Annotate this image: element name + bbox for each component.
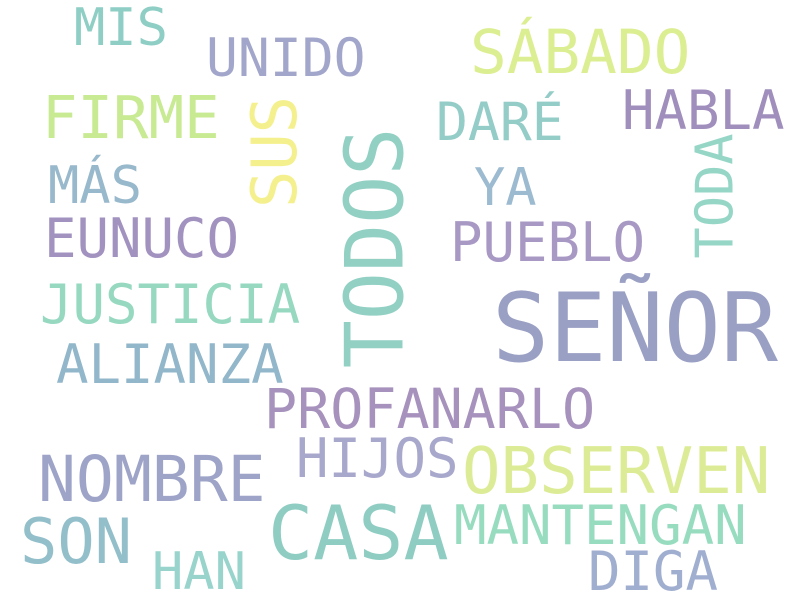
word-sus: SUS <box>237 96 311 208</box>
word-todos: TODOS <box>328 127 422 369</box>
word-ya: YA <box>474 158 537 218</box>
word-firme: FIRME <box>42 83 220 152</box>
word-justicia: JUSTICIA <box>40 273 301 336</box>
word-dare: DARÉ <box>436 92 564 153</box>
word-han: HAN <box>152 542 246 600</box>
word-observen: OBSERVEN <box>462 435 771 509</box>
word-mas: MÁS <box>48 156 142 216</box>
word-diga: DIGA <box>588 540 719 600</box>
word-mis: MIS <box>74 0 168 58</box>
word-mantengan: MANTENGAN <box>454 494 747 557</box>
word-hijos: HIJOS <box>296 427 459 490</box>
word-profanarlo: PROFANARLO <box>264 377 596 441</box>
word-toda: TODA <box>685 133 746 259</box>
word-casa: CASA <box>268 489 449 577</box>
word-son: SON <box>20 505 132 578</box>
word-habla: HABLA <box>622 79 785 142</box>
word-senor: SEÑOR <box>492 274 778 384</box>
word-pueblo: PUEBLO <box>450 211 646 274</box>
word-sabado: SÁBADO <box>470 17 691 88</box>
word-alianza: ALIANZA <box>56 333 284 396</box>
word-eunuco: EUNUCO <box>44 207 240 270</box>
word-unido: UNIDO <box>206 28 366 89</box>
word-nombre: NOMBRE <box>38 443 266 516</box>
